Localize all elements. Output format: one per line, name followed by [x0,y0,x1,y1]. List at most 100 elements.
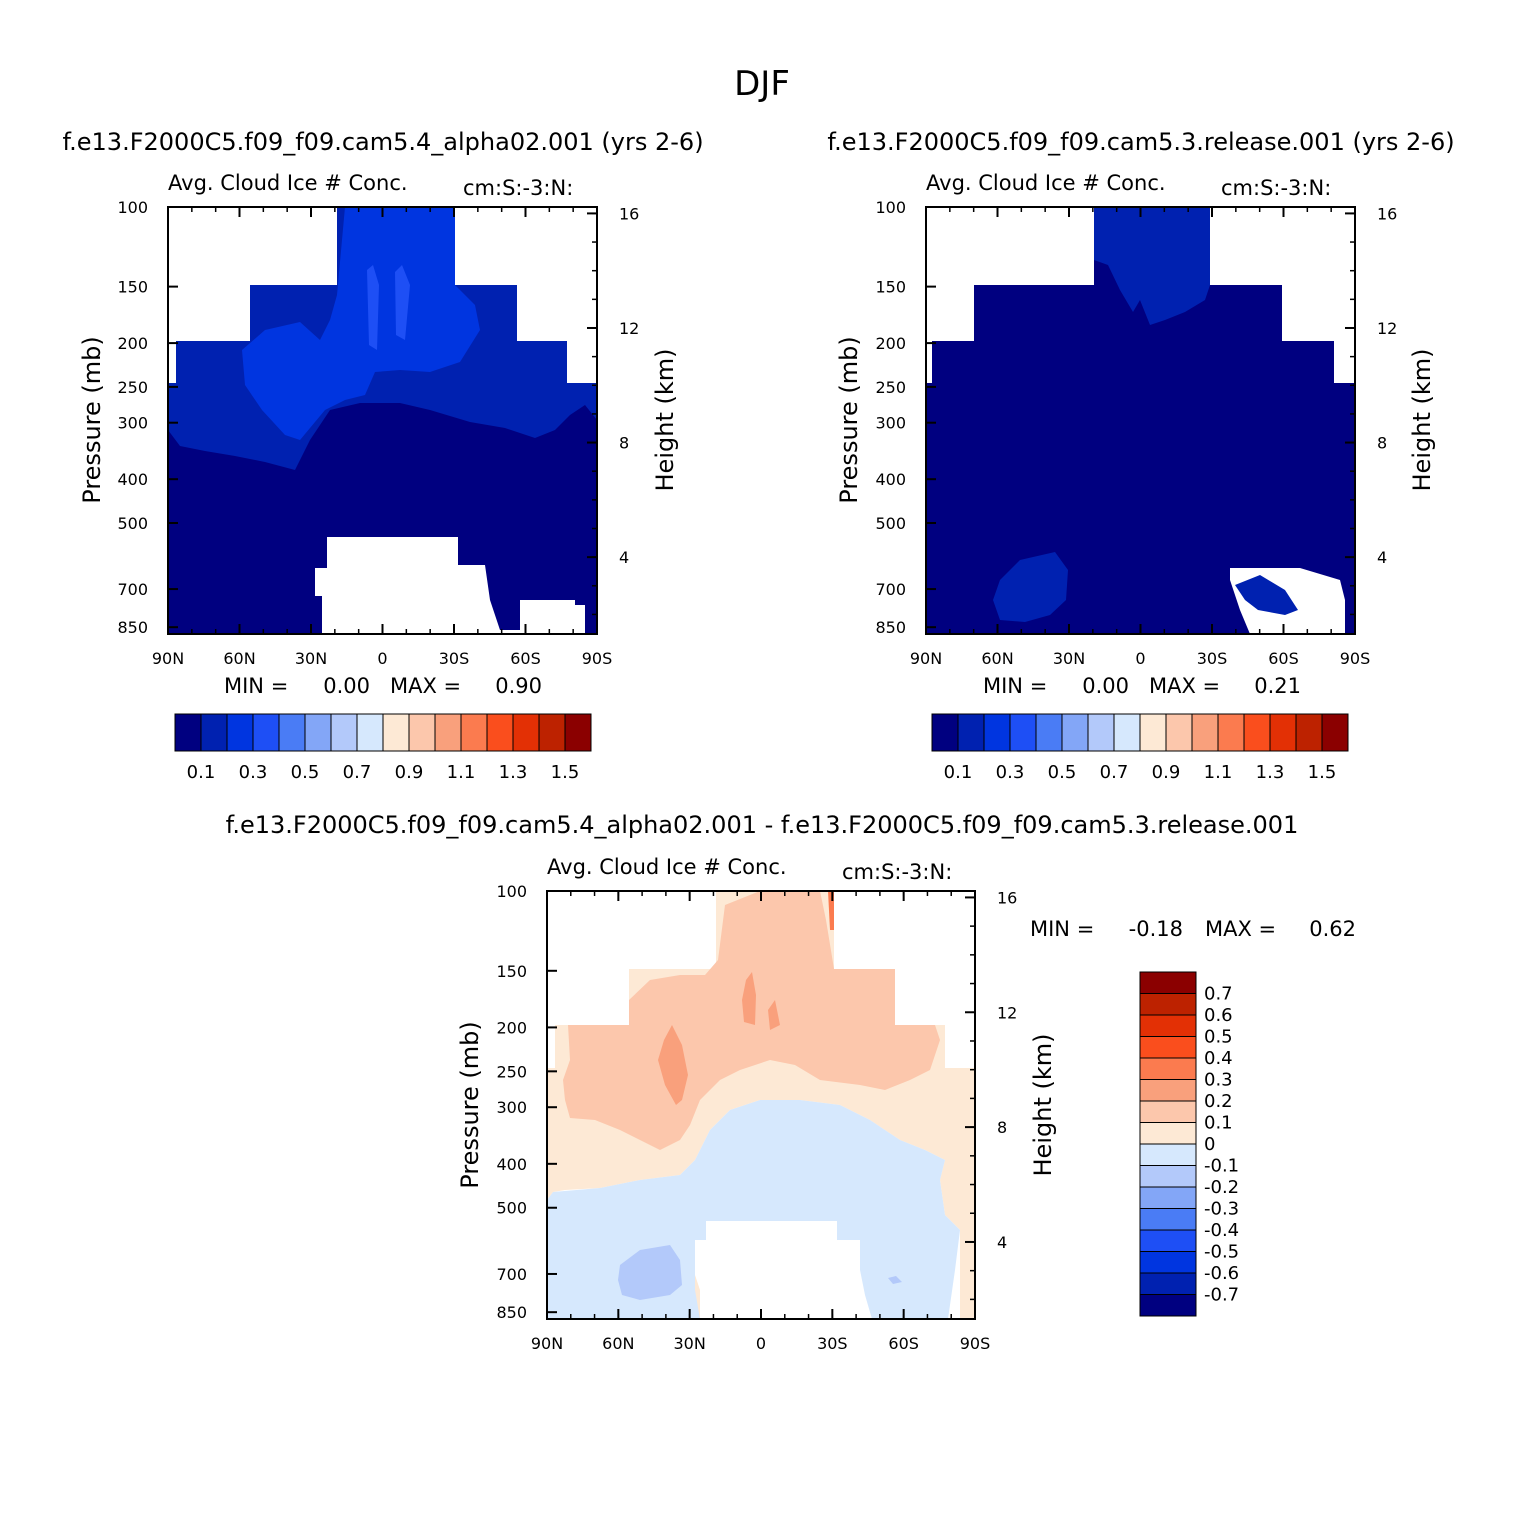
y-tick-label: 850 [875,618,906,637]
y-tick-label: 700 [117,580,148,599]
colorbar-box [1139,1057,1197,1080]
colorbar-box [408,713,436,752]
control-axes: 90N 60N 30N 0 30S 60S 90S 100 150 200 250 300 400 500… [875,198,1397,668]
colorbar-label: 0.5 [291,762,320,783]
colorbar-box [983,713,1011,752]
colorbar-label: 0.9 [1152,762,1181,783]
colorbar-box [434,713,462,752]
colorbar-box [278,713,306,752]
x-tick-label: 60S [1268,649,1299,668]
colorbar-box [1243,713,1271,752]
colorbar-label: 0.3 [239,762,268,783]
diff-min-value: -0.18 [1129,917,1183,941]
y-tick-label: 250 [496,1062,527,1081]
y-tick-label: 400 [117,470,148,489]
control-variable: Avg. Cloud Ice # Conc. [926,171,1166,195]
y2-tick-label: 8 [1377,434,1387,453]
case-min-value: 0.00 [323,674,370,698]
colorbar-label: -0.7 [1204,1285,1239,1306]
case-units: cm:S:-3:N: [463,176,573,200]
control-max-label: MAX = [1149,674,1220,698]
y-tick-label: 300 [117,414,148,433]
colorbar-label: 1.1 [447,762,476,783]
y2-tick-label: 4 [619,548,629,567]
colorbar-box [538,713,566,752]
y-tick-label: 500 [496,1199,527,1218]
y2-tick-label: 4 [1377,548,1387,567]
colorbar-label: 1.3 [1256,762,1285,783]
x-tick-label: 60N [602,1334,634,1353]
colorbar-box [304,713,332,752]
colorbar-label: 0.2 [1204,1091,1233,1112]
diff-variable: Avg. Cloud Ice # Conc. [547,855,787,879]
y-tick-label: 150 [496,962,527,981]
x-tick-label: 0 [377,649,387,668]
colorbar-box [1139,1229,1197,1252]
y-tick-label: 200 [496,1018,527,1037]
colorbar-label: -0.1 [1204,1156,1239,1177]
colorbar-box [1139,1165,1197,1188]
y2-tick-label: 12 [1377,319,1397,338]
control-field-base [926,207,1355,634]
colorbar-label: -0.3 [1204,1199,1239,1220]
x-tick-label: 30N [1053,649,1085,668]
case-max-label: MAX = [390,674,461,698]
y2-tick-label: 16 [619,204,639,223]
y-tick-label: 500 [117,514,148,533]
colorbar-box [1113,713,1141,752]
diff-min-label: MIN = [1030,917,1094,941]
y2-tick-label: 8 [619,434,629,453]
colorbar-box [174,713,202,752]
colorbar-label: -0.4 [1204,1220,1239,1241]
y-tick-label: 850 [117,618,148,637]
x-tick-label: 60N [223,649,255,668]
control-min-label: MIN = [983,674,1047,698]
colorbar-box [1139,1272,1197,1295]
diff-max-label: MAX = [1205,917,1276,941]
diff-axes: 90N 60N 30N 0 30S 60S 90S 100 150 200 250 300 400 500… [496,882,1017,1353]
x-tick-label: 30N [674,1334,706,1353]
y-tick-label: 250 [875,378,906,397]
colorbar-box [1139,1014,1197,1037]
colorbar-box [1139,1208,1197,1231]
y-tick-label: 500 [875,514,906,533]
control-units: cm:S:-3:N: [1221,176,1331,200]
colorbar-label: 0.1 [944,762,973,783]
control-max-value: 0.21 [1254,674,1301,698]
case-max-value: 0.90 [495,674,542,698]
x-tick-label: 0 [1135,649,1145,668]
case-ylabel: Pressure (mb) [78,336,106,503]
case-panel: 90N 60N 30N 0 30S 60S 90S 100 150 200 250 300 400 500… [78,171,679,783]
case-axes: 90N 60N 30N 0 30S 60S 90S 100 150 200 250 300 400 500… [117,198,639,668]
colorbar-label: 0.7 [1100,762,1129,783]
colorbar-label: -0.6 [1204,1263,1239,1284]
colorbar-box [382,713,410,752]
colorbar-box [957,713,985,752]
diff-colorbar: 0.70.60.50.40.30.20.10-0.1-0.2-0.3-0.4-0… [1139,971,1239,1317]
diff-panel: 90N 60N 30N 0 30S 60S 90S 100 150 200 250 300 400 500… [456,855,1356,1353]
colorbar-label: 1.5 [551,762,580,783]
colorbar-box [200,713,228,752]
control-y2label: Height (km) [1408,349,1436,492]
x-tick-label: 30S [817,1334,848,1353]
colorbar-box [1139,1079,1197,1102]
colorbar-box [1295,713,1323,752]
colorbar-box [1087,713,1115,752]
colorbar-box [1165,713,1193,752]
colorbar-label: 0.6 [1204,1005,1233,1026]
case-variable: Avg. Cloud Ice # Conc. [168,171,408,195]
colorbar-box [330,713,358,752]
y-tick-label: 400 [875,470,906,489]
y-tick-label: 300 [875,414,906,433]
colorbar-box [1139,1251,1197,1274]
y-tick-label: 100 [117,198,148,217]
control-ylabel: Pressure (mb) [835,336,863,503]
y-tick-label: 150 [875,278,906,297]
colorbar-box [1139,1294,1197,1317]
control-contours [926,207,1355,634]
x-tick-label: 0 [756,1334,766,1353]
colorbar-label: 0.3 [996,762,1025,783]
colorbar-label: 0.7 [1204,984,1233,1005]
colorbar-box [356,713,384,752]
